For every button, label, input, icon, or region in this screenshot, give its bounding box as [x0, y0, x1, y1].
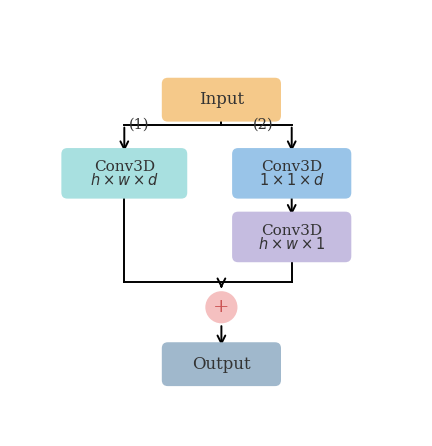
- Text: +: +: [213, 298, 230, 316]
- Text: Input: Input: [199, 91, 244, 108]
- Text: $h \times w \times d$: $h \times w \times d$: [90, 172, 159, 188]
- Text: (1): (1): [129, 118, 149, 132]
- Text: Conv3D: Conv3D: [261, 160, 322, 174]
- Circle shape: [205, 291, 238, 323]
- Text: $1 \times 1 \times d$: $1 \times 1 \times d$: [259, 172, 324, 188]
- FancyBboxPatch shape: [162, 78, 281, 122]
- FancyBboxPatch shape: [232, 212, 351, 262]
- Text: $h \times w \times 1$: $h \times w \times 1$: [258, 236, 325, 252]
- FancyBboxPatch shape: [162, 342, 281, 386]
- Text: (2): (2): [253, 118, 273, 132]
- FancyBboxPatch shape: [61, 148, 187, 198]
- Text: Output: Output: [192, 355, 251, 373]
- Text: Conv3D: Conv3D: [94, 160, 155, 174]
- FancyBboxPatch shape: [232, 148, 351, 198]
- Text: Conv3D: Conv3D: [261, 224, 322, 238]
